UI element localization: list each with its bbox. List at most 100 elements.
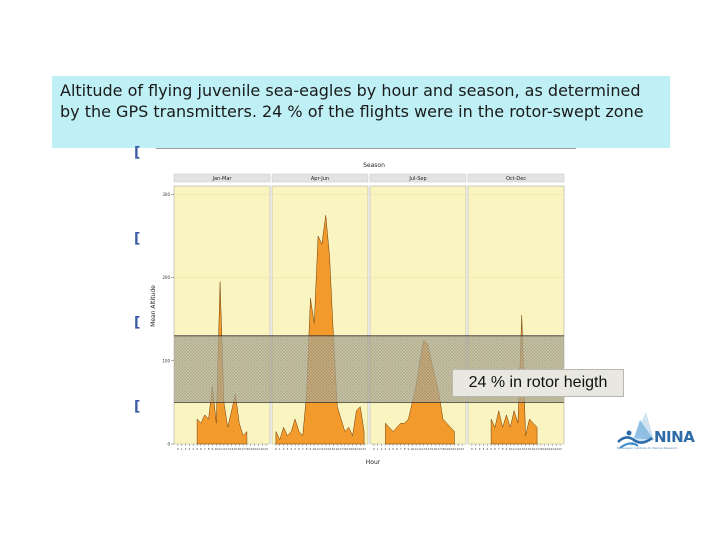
x-tick-label: 19 [347,447,351,451]
x-tick-label: 20 [253,447,257,451]
x-tick-label: 20 [547,447,551,451]
x-tick-label: 8 [404,447,406,451]
x-tick-label: 8 [306,447,308,451]
x-tick-label: 23 [362,447,366,451]
x-tick-label: 7 [498,447,500,451]
x-tick-label: 10 [214,447,218,451]
x-tick-label: 10 [508,447,512,451]
x-tick-label: 17 [241,447,245,451]
x-tick-label: 1 [181,447,183,451]
x-tick-label: 2 [185,447,187,451]
facet-strip [467,173,565,183]
x-tick-label: 22 [456,447,460,451]
x-tick-label: 1 [475,447,477,451]
x-tick-label: 21 [355,447,359,451]
x-tick-label: 6 [396,447,398,451]
x-tick-label: 17 [535,447,539,451]
x-tick-label: 7 [400,447,402,451]
x-tick-label: 0 [373,447,375,451]
x-tick-label: 20 [449,447,453,451]
rotor-height-callout: 24 % in rotor heigth [452,369,624,397]
x-tick-label: 23 [460,447,464,451]
x-tick-label: 18 [441,447,445,451]
x-tick-label: 4 [388,447,390,451]
x-tick-label: 2 [479,447,481,451]
x-tick-label: 13 [422,447,426,451]
altitude-area [275,215,365,445]
slide-caption: Altitude of flying juvenile sea-eagles b… [52,76,670,148]
x-tick-label: 18 [245,447,249,451]
x-tick-label: 4 [290,447,292,451]
x-tick-label: 14 [524,447,528,451]
logo-subtitle: Norwegian Institute for Nature Research [617,446,678,450]
x-tick-label: 14 [426,447,430,451]
logo-wordmark: NINA [654,428,695,446]
x-tick-label: 5 [490,447,492,451]
x-tick-label: 9 [408,447,410,451]
x-tick-label: 13 [520,447,524,451]
x-tick-label: 7 [204,447,206,451]
y-tick-label: 0 [167,442,170,447]
x-tick-label: 12 [516,447,520,451]
x-tick-label: 3 [189,447,191,451]
x-tick-label: 16 [335,447,339,451]
x-tick-label: 6 [494,447,496,451]
bullet-marker: [ [134,315,141,331]
x-tick-label: 0 [471,447,473,451]
x-tick-label: 19 [543,447,547,451]
x-tick-label: 9 [506,447,508,451]
x-tick-label: 11 [316,447,320,451]
x-tick-label: 12 [418,447,422,451]
x-tick-label: 5 [294,447,296,451]
x-tick-label: 3 [385,447,387,451]
facet-strip [369,173,467,183]
x-tick-label: 12 [320,447,324,451]
x-tick-label: 5 [196,447,198,451]
facet-strip [271,173,369,183]
x-tick-label: 13 [324,447,328,451]
x-tick-label: 21 [257,447,261,451]
x-tick-label: 15 [430,447,434,451]
x-tick-label: 19 [445,447,449,451]
x-tick-label: 23 [264,447,268,451]
x-tick-label: 14 [230,447,234,451]
facet-label: Apr-Jun [311,176,329,182]
facet-strip [173,173,271,183]
x-axis-label: Hour [366,459,381,466]
x-tick-label: 3 [287,447,289,451]
x-tick-label: 1 [377,447,379,451]
x-tick-label: 17 [339,447,343,451]
x-tick-label: 15 [332,447,336,451]
x-tick-label: 0 [177,447,179,451]
x-tick-label: 16 [237,447,241,451]
x-tick-label: 16 [433,447,437,451]
panel-background [467,185,565,445]
x-tick-label: 8 [208,447,210,451]
y-tick-label: 300 [162,192,170,197]
x-tick-label: 10 [312,447,316,451]
y-tick-label: 200 [162,275,170,280]
x-tick-label: 7 [302,447,304,451]
x-tick-label: 22 [260,447,264,451]
facet-label: Jan-Mar [212,176,233,182]
x-tick-label: 4 [192,447,194,451]
x-tick-label: 21 [551,447,555,451]
x-tick-label: 16 [531,447,535,451]
altitude-area [490,314,538,445]
x-tick-label: 6 [298,447,300,451]
x-tick-label: 13 [226,447,230,451]
x-tick-label: 11 [414,447,418,451]
x-tick-label: 18 [539,447,543,451]
x-tick-label: 9 [212,447,214,451]
x-tick-label: 15 [528,447,532,451]
x-tick-label: 8 [502,447,504,451]
x-tick-label: 5 [392,447,394,451]
x-tick-label: 11 [512,447,516,451]
nina-logo-icon [617,412,654,449]
x-tick-label: 0 [275,447,277,451]
x-tick-label: 1 [279,447,281,451]
